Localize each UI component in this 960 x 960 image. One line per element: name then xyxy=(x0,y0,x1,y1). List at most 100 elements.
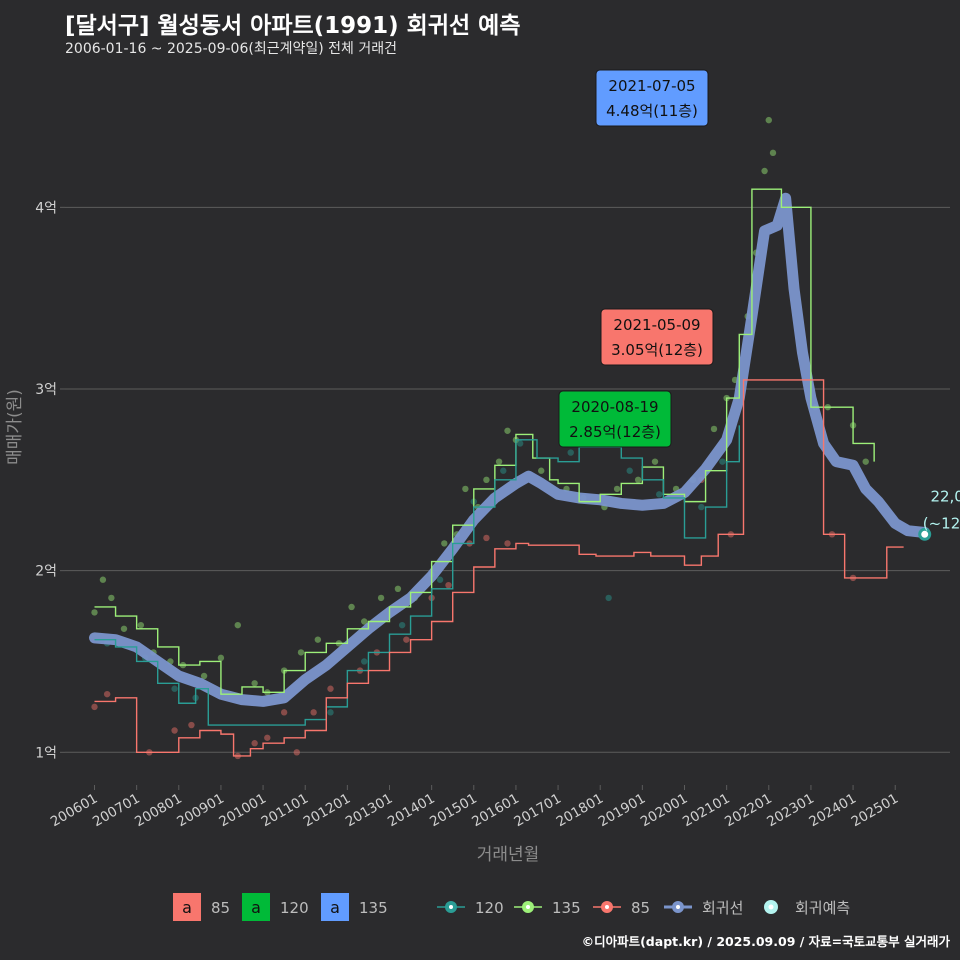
annotation-value: 2.85억(12층) xyxy=(569,423,661,441)
scatter-point-85 xyxy=(504,540,511,547)
scatter-point-135 xyxy=(91,609,98,616)
legend-area-swatch xyxy=(173,893,201,921)
scatter-point-85 xyxy=(445,581,452,589)
annotations: 2021-07-05 4.48억(11층) 2021-05-09 3.05억(12층)… xyxy=(558,69,714,448)
scatter-point-85 xyxy=(251,740,258,747)
legend-point-center xyxy=(768,904,774,910)
scatter-point-135 xyxy=(504,427,511,434)
scatter-point-135 xyxy=(394,585,402,593)
series-line-120 xyxy=(94,425,740,726)
scatter-point-120 xyxy=(698,503,705,511)
scatter-point-135 xyxy=(137,621,145,629)
forecast-area: (~120㎡) xyxy=(923,514,960,532)
legend-area-label: 135 xyxy=(359,899,388,917)
legend-area-key: a xyxy=(330,898,340,917)
scatter-point-135 xyxy=(120,625,128,632)
series-line-85 xyxy=(94,379,904,757)
scatter-point-135 xyxy=(710,425,718,433)
legend-line-label: 회귀예측 xyxy=(795,899,850,917)
y-axis-label: 매매가(원) xyxy=(5,389,25,465)
scatter-point-85 xyxy=(280,709,288,716)
scatter-point-135 xyxy=(99,576,107,583)
x-tick-label: 202201 xyxy=(722,791,775,831)
chart-subtitle: 2006-01-16 ~ 2025-09-06(최근계약일) 전체 거래건 xyxy=(65,41,397,57)
x-tick-label: 202301 xyxy=(764,791,817,831)
scatter-point-135 xyxy=(862,458,869,465)
y-tick-label: 3억 xyxy=(35,382,57,398)
scatter-point-120 xyxy=(327,709,334,716)
x-tick-label: 201801 xyxy=(554,791,607,831)
series-line-135 xyxy=(94,188,875,695)
scatter-point-135 xyxy=(108,594,115,602)
y-tick-label: 4억 xyxy=(35,200,57,216)
scatter-point-135 xyxy=(462,485,469,493)
x-tick-label: 200701 xyxy=(90,791,143,831)
legend-line-dot-center xyxy=(676,905,680,909)
legend-line-label: 120 xyxy=(475,899,504,917)
x-tick-label: 201501 xyxy=(427,791,480,831)
scatter-point-85 xyxy=(264,734,271,741)
legend-line-dot-center xyxy=(526,905,530,909)
y-tick-label: 2억 xyxy=(35,564,57,580)
x-tick-label: 201101 xyxy=(259,791,312,831)
footer-credit: ©디아파트(dapt.kr) / 2025.09.09 / 자료=국토교통부 실… xyxy=(581,934,950,949)
x-axis-label: 거래년월 xyxy=(477,845,540,865)
scatter-point-120 xyxy=(626,467,633,474)
x-tick-label: 202501 xyxy=(849,791,902,831)
scatter-point-135 xyxy=(251,680,258,687)
x-tick-label: 200901 xyxy=(174,791,227,831)
legend: a 85 a 120 a 135 120 135 85 회귀선 회귀예측 xyxy=(173,893,850,921)
legend-area-key: a xyxy=(182,898,192,917)
scatter-point-120 xyxy=(398,621,406,629)
x-tick-label: 201601 xyxy=(469,791,522,831)
scatter-point-135 xyxy=(361,618,368,625)
scatter-point-135 xyxy=(634,476,642,484)
annotation-date: 2021-07-05 xyxy=(608,77,695,95)
scatter-point-135 xyxy=(769,149,777,157)
chart-title: [달서구] 월성동서 아파트(1991) 회귀선 예측 xyxy=(65,13,521,39)
annotation-box xyxy=(600,308,714,366)
scatter-point-135 xyxy=(234,621,241,629)
legend-area-swatch xyxy=(242,893,270,921)
scatter-point-135 xyxy=(217,654,225,662)
scatter-point-135 xyxy=(495,458,503,465)
x-tick-label: 202101 xyxy=(680,791,733,831)
scatter-point-135 xyxy=(538,467,545,474)
x-tick-label: 201301 xyxy=(343,791,396,831)
scatter-point-85 xyxy=(103,690,111,698)
scatter-point-135 xyxy=(613,485,621,493)
scatter-point-120 xyxy=(516,440,524,447)
x-tick-label: 201201 xyxy=(301,791,354,831)
regression-line xyxy=(89,192,931,707)
x-tick-label: 201001 xyxy=(216,791,269,831)
scatter-point-135 xyxy=(651,458,659,465)
scatter-point-85 xyxy=(310,709,317,716)
x-axis: 2006012007012008012009012010012011012012… xyxy=(48,785,901,830)
annotation-box xyxy=(595,69,709,127)
scatter-point-135 xyxy=(314,636,322,643)
y-axis: 1억 2억 3억 4억 xyxy=(35,200,65,761)
x-tick-label: 202001 xyxy=(638,791,691,831)
legend-area-label: 120 xyxy=(280,899,309,917)
forecast-value: 22,000 xyxy=(930,487,960,505)
legend-line-label: 135 xyxy=(552,899,581,917)
scatter-point-120 xyxy=(567,449,574,456)
scatter-point-85 xyxy=(91,703,98,711)
scatter-point-120 xyxy=(171,685,178,692)
scatter-point-85 xyxy=(327,685,334,692)
scatter-point-135 xyxy=(441,540,448,547)
x-tick-label: 201901 xyxy=(596,791,649,831)
legend-line-label: 회귀선 xyxy=(702,899,743,917)
legend-line-dot-center xyxy=(605,905,609,909)
scatter-point-120 xyxy=(436,576,444,583)
scatter-point-135 xyxy=(377,594,385,602)
x-tick-label: 202401 xyxy=(806,791,859,831)
scatter-point-135 xyxy=(297,649,305,656)
legend-area-key: a xyxy=(251,898,261,917)
scatter-point-85 xyxy=(188,721,195,729)
legend-area-label: 85 xyxy=(211,899,230,917)
y-tick-label: 1억 xyxy=(35,745,57,761)
annotation-value: 4.48억(11층) xyxy=(606,102,698,120)
scatter-point-85 xyxy=(293,749,300,756)
